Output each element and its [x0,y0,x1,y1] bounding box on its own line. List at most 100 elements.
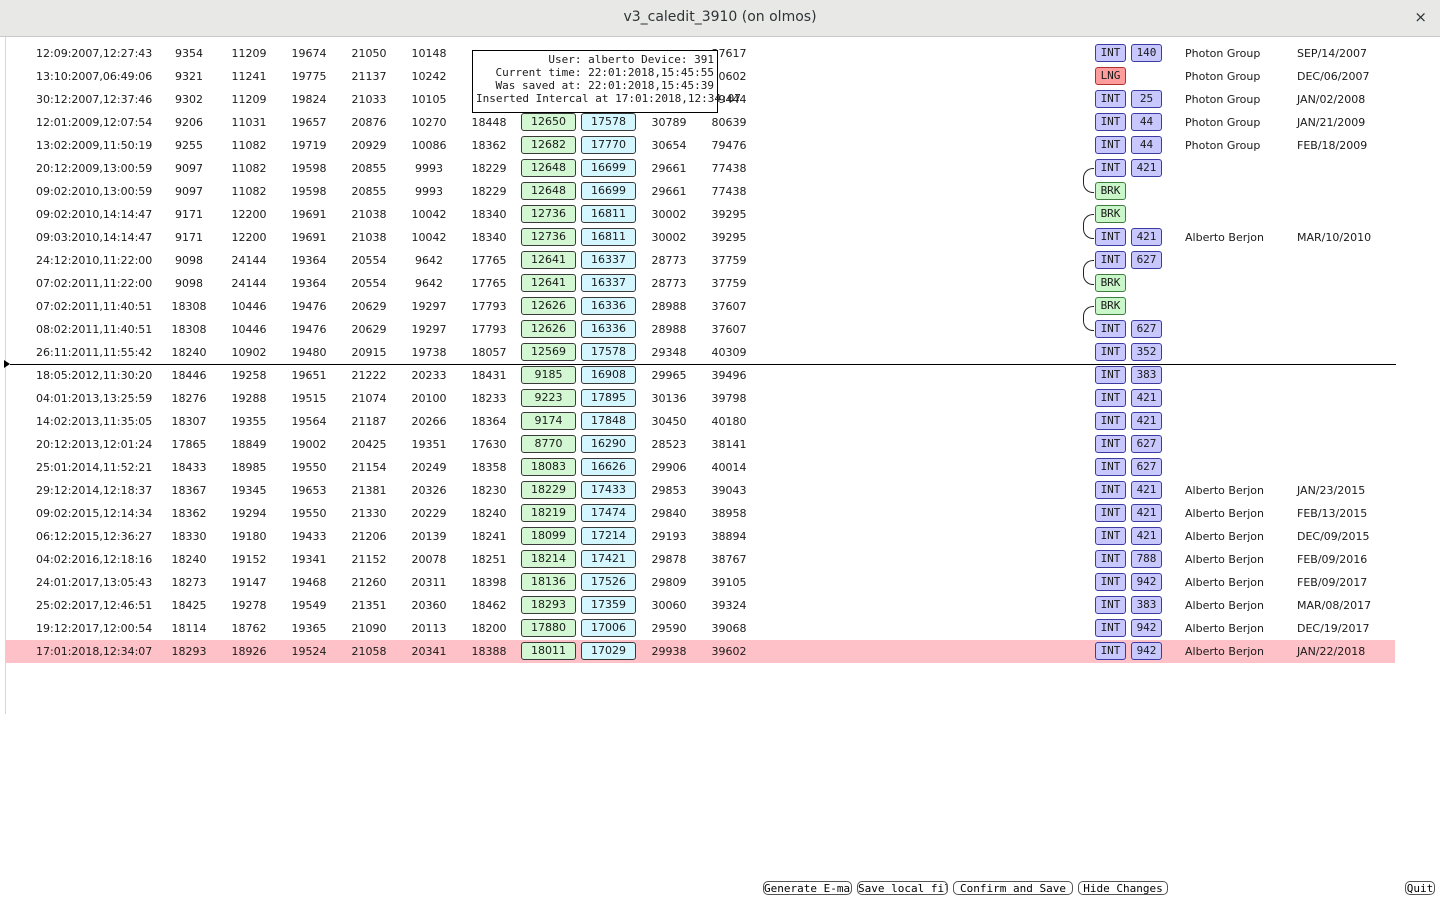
table-row[interactable]: 26:11:2011,11:55:42 18240 10902 19480 20915 1… [5,341,1395,364]
editable-value-green[interactable]: 17880 [521,619,576,637]
table-row[interactable]: 25:01:2014,11:52:21 18433 18985 19550 21154 2… [5,456,1395,479]
table-row[interactable]: 04:01:2013,13:25:59 18276 19288 19515 21074 2… [5,387,1395,410]
editable-value-blue[interactable]: 17848 [581,412,636,430]
entry-type-tag-int[interactable]: INT [1095,619,1126,637]
entry-id-tag[interactable]: 942 [1131,619,1162,637]
editable-value-blue[interactable]: 16699 [581,182,636,200]
table-row[interactable]: 09:03:2010,14:14:47 9171 12200 19691 21038 10… [5,226,1395,249]
entry-type-tag-brk[interactable]: BRK [1095,274,1126,292]
entry-type-tag-int[interactable]: INT [1095,320,1126,338]
table-row[interactable]: 12:01:2009,12:07:54 9206 11031 19657 20876 10… [5,111,1395,134]
table-row[interactable]: 20:12:2013,12:01:24 17865 18849 19002 20425 1… [5,433,1395,456]
table-row-selected[interactable]: 17:01:2018,12:34:07 18293 18926 19524 21058 2… [5,640,1395,663]
entry-type-tag-int[interactable]: INT [1095,527,1126,545]
editable-value-green[interactable]: 12650 [521,113,576,131]
save-local-file-button[interactable]: Save local file [857,881,948,895]
entry-id-tag[interactable]: 421 [1131,389,1162,407]
entry-id-tag[interactable]: 942 [1131,573,1162,591]
entry-type-tag-int[interactable]: INT [1095,366,1126,384]
table-row[interactable]: 06:12:2015,12:36:27 18330 19180 19433 21206 2… [5,525,1395,548]
editable-value-blue[interactable]: 17578 [581,343,636,361]
entry-type-tag-brk[interactable]: BRK [1095,205,1126,223]
table-row[interactable]: 18:05:2012,11:30:20 18446 19258 19651 21222 2… [5,364,1395,387]
table-row[interactable]: 08:02:2011,11:40:51 18308 10446 19476 20629 1… [5,318,1395,341]
entry-type-tag-int[interactable]: INT [1095,44,1126,62]
editable-value-blue[interactable]: 17526 [581,573,636,591]
editable-value-green[interactable]: 8770 [521,435,576,453]
editable-value-blue[interactable]: 16811 [581,205,636,223]
editable-value-green[interactable]: 12682 [521,136,576,154]
entry-type-tag-int[interactable]: INT [1095,504,1126,522]
editable-value-green[interactable]: 18229 [521,481,576,499]
editable-value-green[interactable]: 12648 [521,182,576,200]
entry-type-tag-int[interactable]: INT [1095,228,1126,246]
entry-id-tag[interactable]: 383 [1131,596,1162,614]
editable-value-blue[interactable]: 16290 [581,435,636,453]
editable-value-green[interactable]: 12648 [521,159,576,177]
editable-value-green[interactable]: 18083 [521,458,576,476]
editable-value-green[interactable]: 9223 [521,389,576,407]
editable-value-blue[interactable]: 17029 [581,642,636,660]
table-row[interactable]: 30:12:2007,12:37:46 9302 11209 19824 21033 10… [5,88,1395,111]
editable-value-green[interactable]: 18214 [521,550,576,568]
entry-id-tag[interactable]: 44 [1131,113,1162,131]
editable-value-green[interactable]: 18011 [521,642,576,660]
editable-value-green[interactable]: 12641 [521,274,576,292]
entry-type-tag-int[interactable]: INT [1095,642,1126,660]
entry-id-tag[interactable]: 25 [1131,90,1162,108]
editable-value-blue[interactable]: 17359 [581,596,636,614]
entry-type-tag-int[interactable]: INT [1095,251,1126,269]
editable-value-blue[interactable]: 16811 [581,228,636,246]
entry-id-tag[interactable]: 627 [1131,251,1162,269]
editable-value-green[interactable]: 18219 [521,504,576,522]
entry-id-tag[interactable]: 421 [1131,504,1162,522]
table-row[interactable]: 07:02:2011,11:40:51 18308 10446 19476 20629 1… [5,295,1395,318]
table-row[interactable]: 24:01:2017,13:05:43 18273 19147 19468 21260 2… [5,571,1395,594]
editable-value-blue[interactable]: 16336 [581,320,636,338]
editable-value-blue[interactable]: 17433 [581,481,636,499]
entry-type-tag-int[interactable]: INT [1095,343,1126,361]
entry-id-tag[interactable]: 44 [1131,136,1162,154]
editable-value-blue[interactable]: 16908 [581,366,636,384]
editable-value-blue[interactable]: 17421 [581,550,636,568]
editable-value-blue[interactable]: 17006 [581,619,636,637]
table-row[interactable]: 25:02:2017,12:46:51 18425 19278 19549 21351 2… [5,594,1395,617]
entry-type-tag-int[interactable]: INT [1095,113,1126,131]
entry-id-tag[interactable]: 421 [1131,527,1162,545]
editable-value-blue[interactable]: 17474 [581,504,636,522]
quit-button[interactable]: Quit [1405,881,1435,895]
entry-type-tag-brk[interactable]: BRK [1095,182,1126,200]
editable-value-green[interactable]: 18099 [521,527,576,545]
entry-type-tag-int[interactable]: INT [1095,435,1126,453]
editable-value-green[interactable]: 12626 [521,320,576,338]
editable-value-blue[interactable]: 16337 [581,274,636,292]
editable-value-green[interactable]: 12569 [521,343,576,361]
table-row[interactable]: 14:02:2013,11:35:05 18307 19355 19564 21187 2… [5,410,1395,433]
editable-value-green[interactable]: 18136 [521,573,576,591]
entry-id-tag[interactable]: 627 [1131,320,1162,338]
entry-id-tag[interactable]: 421 [1131,159,1162,177]
entry-type-tag-int[interactable]: INT [1095,550,1126,568]
entry-id-tag[interactable]: 627 [1131,435,1162,453]
editable-value-green[interactable]: 9174 [521,412,576,430]
table-row[interactable]: 24:12:2010,11:22:00 9098 24144 19364 20554 96… [5,249,1395,272]
editable-value-green[interactable]: 9185 [521,366,576,384]
entry-type-tag-int[interactable]: INT [1095,596,1126,614]
entry-type-tag-int[interactable]: INT [1095,573,1126,591]
entry-type-tag-int[interactable]: INT [1095,389,1126,407]
entry-id-tag[interactable]: 942 [1131,642,1162,660]
entry-id-tag[interactable]: 140 [1131,44,1162,62]
entry-id-tag[interactable]: 421 [1131,481,1162,499]
entry-type-tag-brk[interactable]: BRK [1095,297,1126,315]
entry-id-tag[interactable]: 421 [1131,412,1162,430]
editable-value-green[interactable]: 12736 [521,205,576,223]
editable-value-green[interactable]: 12736 [521,228,576,246]
editable-value-blue[interactable]: 16336 [581,297,636,315]
table-row[interactable]: 09:02:2010,14:14:47 9171 12200 19691 21038 10… [5,203,1395,226]
table-row[interactable]: 29:12:2014,12:18:37 18367 19345 19653 21381 2… [5,479,1395,502]
entry-id-tag[interactable]: 383 [1131,366,1162,384]
editable-value-blue[interactable]: 17214 [581,527,636,545]
editable-value-blue[interactable]: 16699 [581,159,636,177]
entry-id-tag[interactable]: 788 [1131,550,1162,568]
table-row[interactable]: 09:02:2015,12:14:34 18362 19294 19550 21330 2… [5,502,1395,525]
